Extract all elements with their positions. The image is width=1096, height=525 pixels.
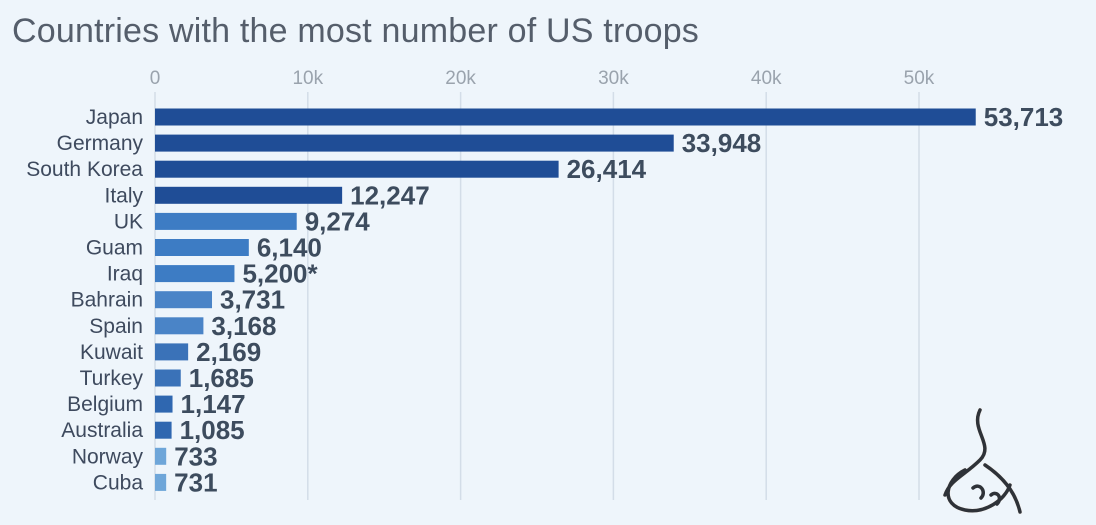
- category-label: Bahrain: [71, 289, 143, 312]
- bar-belgium: [155, 395, 173, 413]
- category-label: Spain: [89, 315, 143, 338]
- x-tick-label: 10k: [292, 68, 323, 89]
- bar-cuba: [155, 473, 167, 491]
- bar-japan: [155, 108, 976, 126]
- al-jazeera-logo-icon: [942, 407, 1023, 515]
- category-label: Australia: [61, 419, 143, 442]
- category-label: Belgium: [67, 393, 143, 416]
- category-label: Kuwait: [80, 341, 143, 364]
- value-label: 1,147: [181, 389, 246, 419]
- bar-guam: [155, 239, 249, 256]
- category-label: Italy: [104, 184, 143, 207]
- bar-bahrain: [155, 291, 213, 309]
- value-label: 12,247: [350, 180, 430, 210]
- value-label: 53,713: [984, 102, 1064, 132]
- x-tick-label: 50k: [904, 68, 935, 89]
- value-label: 1,085: [180, 415, 245, 445]
- bar-uk: [155, 212, 297, 230]
- value-label: 9,274: [305, 206, 371, 236]
- value-label: 3,731: [220, 285, 285, 315]
- category-label: Guam: [86, 237, 143, 260]
- category-label: UK: [114, 210, 143, 233]
- value-label: 5,200*: [242, 259, 318, 289]
- bar-kuwait: [155, 343, 189, 361]
- value-label: 2,169: [196, 337, 261, 367]
- bar-south-korea: [155, 160, 559, 178]
- bar-turkey: [155, 369, 181, 387]
- bar-norway: [155, 447, 167, 465]
- value-label: 731: [174, 467, 217, 497]
- category-label: Turkey: [80, 367, 144, 390]
- x-tick-label: 40k: [751, 68, 782, 89]
- category-label: Germany: [57, 132, 144, 155]
- category-label: Iraq: [107, 263, 143, 286]
- category-label: South Korea: [26, 158, 143, 181]
- value-label: 33,948: [682, 128, 762, 158]
- category-label: Japan: [86, 106, 143, 129]
- bar-australia: [155, 421, 172, 439]
- category-label: Cuba: [93, 471, 144, 494]
- x-tick-label: 0: [150, 68, 161, 89]
- bar-italy: [155, 186, 343, 204]
- x-tick-label: 30k: [598, 68, 629, 89]
- value-label: 6,140: [257, 233, 322, 263]
- value-label: 1,685: [189, 363, 254, 393]
- value-label: 733: [174, 441, 217, 471]
- x-tick-label: 20k: [445, 68, 476, 89]
- category-label: Norway: [72, 445, 144, 468]
- bar-spain: [155, 317, 204, 335]
- bar-iraq: [155, 265, 235, 283]
- value-label: 26,414: [567, 154, 647, 184]
- chart-title: Countries with the most number of US tro…: [12, 12, 700, 50]
- value-label: 3,168: [211, 311, 276, 341]
- bar-germany: [155, 134, 674, 152]
